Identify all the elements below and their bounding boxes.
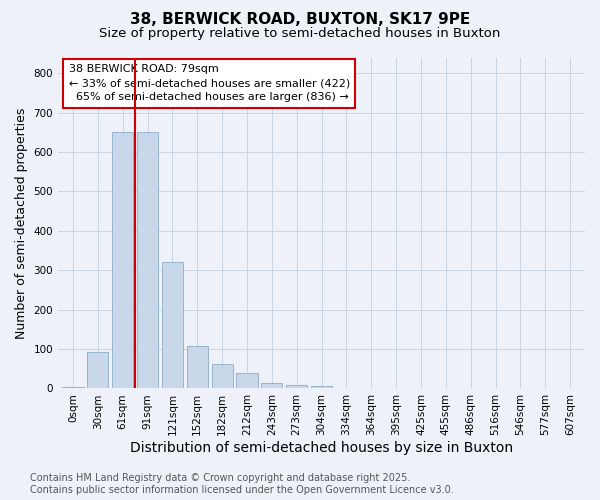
Bar xyxy=(311,386,332,388)
Text: 38, BERWICK ROAD, BUXTON, SK17 9PE: 38, BERWICK ROAD, BUXTON, SK17 9PE xyxy=(130,12,470,28)
Text: Contains HM Land Registry data © Crown copyright and database right 2025.
Contai: Contains HM Land Registry data © Crown c… xyxy=(30,474,454,495)
Bar xyxy=(187,346,208,389)
Bar xyxy=(212,364,233,388)
Text: Size of property relative to semi-detached houses in Buxton: Size of property relative to semi-detach… xyxy=(100,28,500,40)
Bar xyxy=(286,386,307,388)
Bar xyxy=(162,262,183,388)
Bar xyxy=(87,352,109,389)
Bar xyxy=(137,132,158,388)
Y-axis label: Number of semi-detached properties: Number of semi-detached properties xyxy=(15,108,28,338)
Text: 38 BERWICK ROAD: 79sqm
← 33% of semi-detached houses are smaller (422)
  65% of : 38 BERWICK ROAD: 79sqm ← 33% of semi-det… xyxy=(68,64,350,102)
Bar xyxy=(261,382,283,388)
Bar xyxy=(236,374,257,388)
Bar xyxy=(112,132,133,388)
X-axis label: Distribution of semi-detached houses by size in Buxton: Distribution of semi-detached houses by … xyxy=(130,441,513,455)
